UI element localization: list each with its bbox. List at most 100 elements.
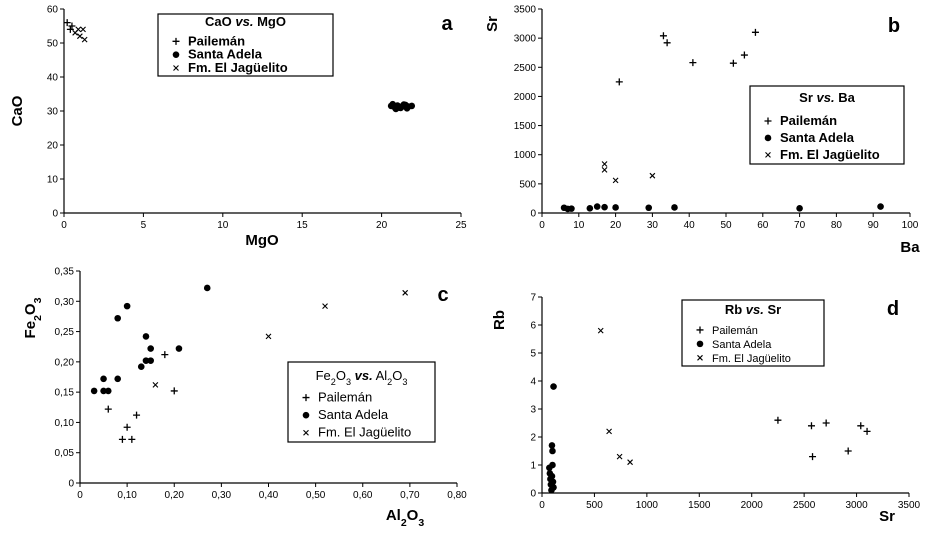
data-point [548, 472, 556, 480]
data-point [601, 166, 608, 173]
data-point [133, 411, 141, 419]
data-point [863, 427, 871, 435]
x-tick-label: 0,80 [447, 490, 467, 501]
legend-marker [764, 117, 772, 125]
data-point [265, 333, 272, 340]
y-tick-label: 0 [68, 479, 74, 490]
data-point [601, 161, 608, 167]
x-tick-label: 3500 [898, 500, 921, 511]
y-tick-label: 500 [519, 179, 536, 190]
legend: Rb vs. Sr Pailemán Santa Adela Fm. El Jagüe… [681, 299, 825, 367]
x-tick-label: 0,10 [117, 490, 137, 501]
data-point [857, 422, 865, 430]
data-point [612, 177, 619, 184]
y-axis-label: Fe2O3 [22, 297, 44, 338]
panel-letter: b [888, 15, 900, 37]
y-tick-label: 2000 [514, 92, 537, 103]
x-tick-label: 100 [902, 220, 919, 231]
data-point [175, 345, 183, 352]
data-point [128, 435, 136, 443]
legend-box [681, 299, 825, 367]
x-tick-label: 5 [141, 220, 147, 231]
legend-label: Santa Adela [188, 47, 263, 62]
x-tick-label: 3000 [845, 500, 868, 511]
data-point [549, 447, 556, 455]
y-tick-label: 0,35 [55, 267, 75, 278]
data-point [100, 387, 107, 395]
y-tick-label: 30 [47, 107, 59, 118]
data-point [152, 381, 159, 388]
y-tick-label: 3000 [514, 34, 537, 45]
legend: Sr vs. Ba Pailemán Santa Adela Fm. El Jagüe… [749, 85, 905, 165]
data-point [123, 423, 131, 431]
y-tick-label: 2500 [514, 63, 537, 74]
legend-label: Pailemán [318, 390, 372, 405]
x-axis-label: Sr [879, 508, 895, 525]
panel-letter: d [887, 298, 899, 320]
legend-marker [302, 394, 310, 402]
data-point [645, 204, 653, 212]
data-point [161, 351, 169, 359]
x-tick-label: 1500 [688, 500, 711, 511]
y-tick-label: 0,05 [55, 448, 75, 459]
data-point [774, 416, 782, 424]
y-tick-label: 3 [530, 405, 536, 416]
data-point [66, 25, 74, 33]
data-point [659, 32, 667, 40]
legend-marker [696, 326, 704, 334]
data-point [142, 357, 150, 364]
y-tick-label: 20 [47, 141, 59, 152]
data-point [593, 203, 601, 210]
chart-c: 0 0,05 0,10 0,15 0,20 0,25 0,30 0,35 0 0,10 0,20 0,… [22, 267, 467, 530]
data-point [147, 357, 154, 364]
legend-title: CaO vs. MgO [205, 14, 286, 29]
legend-box [157, 13, 334, 77]
panel-letter: a [441, 13, 453, 35]
legend-marker [172, 37, 180, 45]
data-point [114, 375, 121, 383]
data-point [402, 289, 409, 296]
y-tick-label: 60 [47, 5, 59, 16]
y-tick-label: 0 [530, 489, 536, 500]
data-point [877, 203, 884, 210]
y-axis-label: CaO [9, 95, 26, 126]
x-tick-label: 0,70 [400, 490, 420, 501]
legend-title: Rb vs. Sr [725, 302, 781, 317]
x-tick-label: 90 [868, 220, 880, 231]
legend-label: Pailemán [780, 113, 837, 128]
data-point [751, 28, 759, 36]
legend-marker [696, 340, 704, 348]
data-point [548, 442, 556, 449]
data-point [601, 203, 608, 211]
y-tick-label: 4 [530, 377, 536, 388]
y-tick-label: 0,10 [55, 418, 75, 429]
x-tick-label: 0 [539, 220, 545, 231]
x-tick-label: 500 [586, 500, 603, 511]
x-tick-label: 20 [376, 220, 388, 231]
y-tick-label: 1000 [514, 150, 537, 161]
data-point [729, 59, 737, 67]
legend-title: Fe2O3 vs. Al2O3 [316, 368, 408, 387]
legend-marker [172, 51, 180, 58]
x-tick-label: 0,60 [353, 490, 373, 501]
y-tick-label: 0 [530, 209, 536, 220]
legend: Fe2O3 vs. Al2O3 Pailemán Santa Adela Fm. El… [287, 361, 436, 443]
data-point [170, 387, 178, 395]
legend-marker [303, 429, 309, 436]
data-point [389, 100, 397, 108]
legend-label: Santa Adela [712, 339, 772, 351]
x-tick-label: 2000 [741, 500, 764, 511]
x-tick-label: 1000 [636, 500, 659, 511]
data-point [118, 435, 126, 443]
legend-box [287, 361, 436, 443]
data-point [689, 59, 697, 67]
legend-label: Fm. El Jagüelito [318, 425, 411, 440]
data-point [844, 447, 852, 455]
data-point [104, 387, 112, 395]
x-tick-label: 50 [720, 220, 732, 231]
legend-marker [173, 65, 179, 71]
y-tick-label: 40 [47, 73, 59, 84]
x-axis-label: Ba [900, 239, 920, 256]
x-tick-label: 80 [831, 220, 843, 231]
